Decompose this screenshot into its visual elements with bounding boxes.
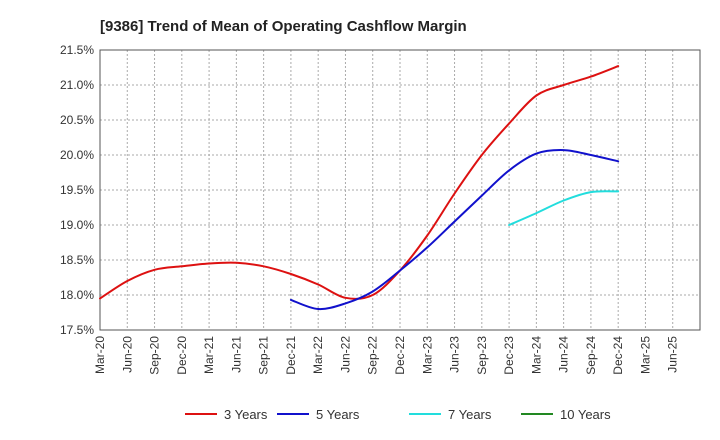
x-tick-label: Dec-23: [502, 336, 516, 375]
series-lines: [99, 65, 620, 311]
x-axis-ticks: Mar-20 Jun-20 Sep-20 Dec-20 Mar-21 Jun-21 Sep-…: [93, 336, 680, 375]
plot-area: [99, 49, 701, 331]
legend-label: 3 Years: [224, 407, 268, 422]
x-tick-label: Sep-20: [148, 336, 162, 375]
y-axis-ticks: 17.5% 18.0% 18.5% 19.0% 19.5% 20.0% 20.5% 21.0%…: [60, 43, 94, 337]
x-tick-label: Mar-23: [420, 336, 434, 374]
y-tick-label: 19.5%: [60, 183, 94, 197]
x-tick-label: Sep-24: [584, 336, 598, 375]
x-tick-label: Dec-21: [284, 336, 298, 375]
x-tick-label: Jun-25: [666, 336, 680, 373]
y-tick-label: 21.0%: [60, 78, 94, 92]
series-line-3-years: [99, 65, 620, 300]
x-tick-label: Jun-21: [229, 336, 243, 373]
y-tick-label: 20.5%: [60, 113, 94, 127]
series-line-7-years: [508, 190, 620, 226]
x-tick-label: Mar-24: [529, 336, 543, 374]
y-tick-label: 21.5%: [60, 43, 94, 57]
chart-title: [9386] Trend of Mean of Operating Cashfl…: [100, 18, 467, 35]
x-tick-label: Jun-20: [120, 336, 134, 373]
y-tick-label: 18.0%: [60, 288, 94, 302]
x-tick-label: Sep-23: [475, 336, 489, 375]
legend-label: 7 Years: [448, 407, 492, 422]
x-tick-label: Mar-20: [93, 336, 107, 374]
x-tick-label: Sep-22: [366, 336, 380, 375]
x-tick-label: Jun-24: [557, 336, 571, 373]
grid: [99, 49, 701, 331]
x-tick-label: Dec-22: [393, 336, 407, 375]
x-tick-label: Jun-22: [338, 336, 352, 373]
x-tick-label: Jun-23: [448, 336, 462, 373]
y-tick-label: 18.5%: [60, 253, 94, 267]
x-tick-label: Dec-20: [175, 336, 189, 375]
series-line-5-years: [289, 149, 620, 311]
legend-label: 5 Years: [316, 407, 360, 422]
legend-label: 10 Years: [560, 407, 611, 422]
x-tick-label: Mar-22: [311, 336, 325, 374]
x-tick-label: Mar-25: [638, 336, 652, 374]
y-tick-label: 20.0%: [60, 148, 94, 162]
legend: 3 Years 5 Years 7 Years 10 Years: [185, 407, 611, 422]
x-tick-label: Mar-21: [202, 336, 216, 374]
y-tick-label: 19.0%: [60, 218, 94, 232]
y-tick-label: 17.5%: [60, 323, 94, 337]
x-tick-label: Sep-21: [257, 336, 271, 375]
x-tick-label: Dec-24: [611, 336, 625, 375]
